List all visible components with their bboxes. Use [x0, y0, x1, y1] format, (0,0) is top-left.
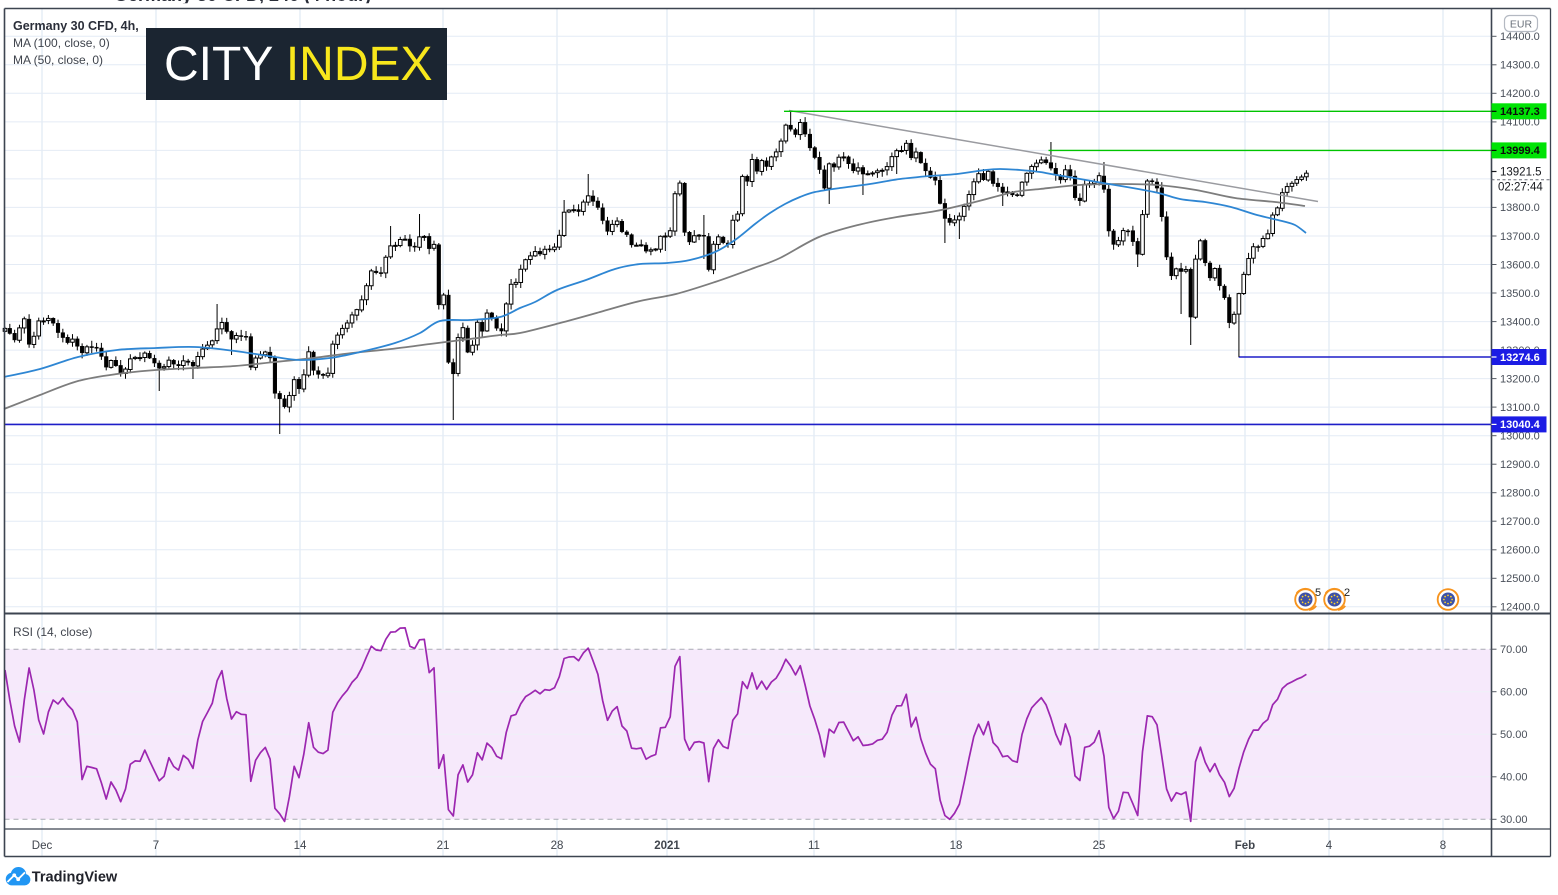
svg-text:13274.6: 13274.6 [1500, 352, 1540, 364]
svg-text:RSI (14, close): RSI (14, close) [13, 625, 92, 639]
svg-text:Germany 30 CFD, 4h,: Germany 30 CFD, 4h, [13, 19, 139, 33]
svg-text:8: 8 [1440, 840, 1446, 852]
svg-text:13400.0: 13400.0 [1500, 316, 1540, 328]
svg-text:12700.0: 12700.0 [1500, 516, 1540, 528]
svg-text:5: 5 [1315, 587, 1321, 599]
svg-text:12600.0: 12600.0 [1500, 545, 1540, 557]
svg-text:14300.0: 14300.0 [1500, 60, 1540, 72]
svg-text:14137.3: 14137.3 [1500, 106, 1540, 118]
svg-text:13500.0: 13500.0 [1500, 288, 1540, 300]
svg-text:12500.0: 12500.0 [1500, 573, 1540, 585]
svg-text:13921.5: 13921.5 [1500, 167, 1542, 179]
svg-text:70.00: 70.00 [1500, 644, 1528, 656]
svg-text:13200.0: 13200.0 [1500, 373, 1540, 385]
svg-text:30.00: 30.00 [1500, 814, 1528, 826]
svg-text:50.00: 50.00 [1500, 729, 1528, 741]
svg-text:12900.0: 12900.0 [1500, 459, 1540, 471]
svg-text:12400.0: 12400.0 [1500, 602, 1540, 614]
svg-text:40.00: 40.00 [1500, 772, 1528, 784]
svg-text:2021: 2021 [654, 840, 680, 852]
svg-text:Germany 30 CFD, 240 (4 hour): Germany 30 CFD, 240 (4 hour) [114, 0, 371, 5]
svg-text:13800.0: 13800.0 [1500, 202, 1540, 214]
svg-text:13040.4: 13040.4 [1500, 419, 1541, 431]
svg-text:Feb: Feb [1235, 840, 1255, 852]
svg-text:14400.0: 14400.0 [1500, 31, 1540, 43]
svg-text:60.00: 60.00 [1500, 687, 1528, 699]
svg-text:25: 25 [1093, 840, 1106, 852]
svg-text:14200.0: 14200.0 [1500, 88, 1540, 100]
svg-text:28: 28 [551, 840, 564, 852]
svg-text:13000.0: 13000.0 [1500, 431, 1540, 443]
svg-text:2: 2 [1344, 587, 1350, 599]
svg-text:02:27:44: 02:27:44 [1498, 182, 1543, 194]
svg-text:MA (50, close, 0): MA (50, close, 0) [13, 53, 103, 67]
svg-text:14100.0: 14100.0 [1500, 117, 1540, 129]
svg-text:7: 7 [153, 840, 159, 852]
svg-text:21: 21 [437, 840, 450, 852]
svg-text:4: 4 [1326, 840, 1333, 852]
svg-text:13100.0: 13100.0 [1500, 402, 1540, 414]
svg-text:CITY INDEX: CITY INDEX [164, 38, 433, 91]
svg-text:12800.0: 12800.0 [1500, 488, 1540, 500]
svg-text:18: 18 [950, 840, 963, 852]
svg-text:14: 14 [294, 840, 307, 852]
svg-text:13999.4: 13999.4 [1500, 145, 1541, 157]
svg-text:EUR: EUR [1510, 19, 1533, 31]
svg-text:TradingView: TradingView [32, 869, 118, 885]
svg-text:13700.0: 13700.0 [1500, 231, 1540, 243]
svg-text:11: 11 [808, 840, 820, 852]
svg-text:MA (100, close, 0): MA (100, close, 0) [13, 36, 110, 50]
svg-text:13600.0: 13600.0 [1500, 259, 1540, 271]
svg-text:Dec: Dec [32, 840, 53, 852]
